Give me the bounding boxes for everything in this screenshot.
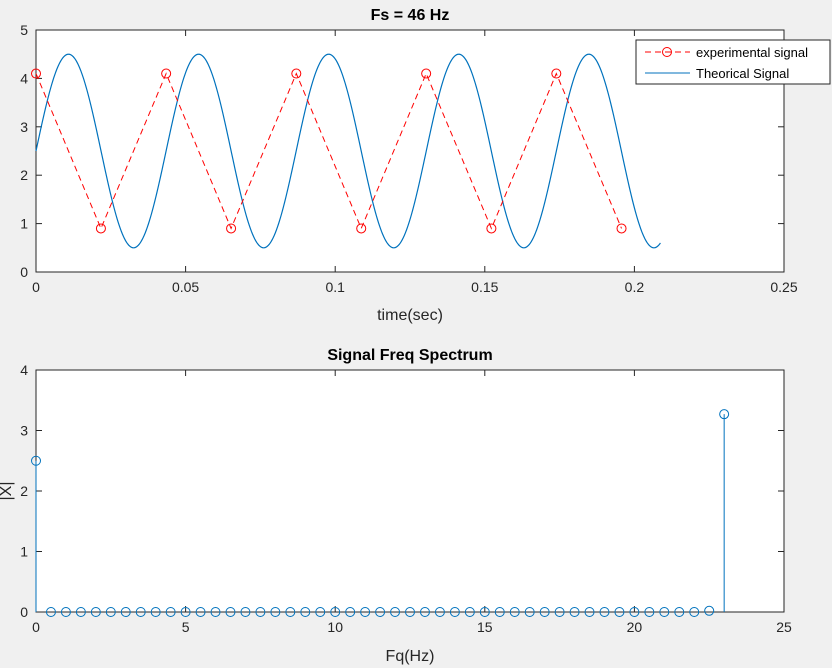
spectrum-marker bbox=[464, 607, 475, 617]
spectrum-marker bbox=[60, 607, 71, 617]
spectrum-marker bbox=[539, 607, 550, 617]
legend-theoretical-label: Theorical Signal bbox=[696, 66, 789, 81]
experimental-signal-marker bbox=[226, 223, 237, 234]
time-plot-xtick-label: 0 bbox=[32, 279, 40, 295]
spectrum-plot-ytick-label: 0 bbox=[20, 604, 28, 620]
spectrum-marker bbox=[509, 607, 520, 617]
spectrum-plot-xlabel: Fq(Hz) bbox=[386, 648, 435, 665]
time-plot-ytick-label: 1 bbox=[20, 216, 28, 232]
experimental-signal-marker bbox=[95, 223, 106, 234]
spectrum-marker bbox=[315, 607, 326, 617]
spectrum-marker bbox=[195, 607, 206, 617]
spectrum-marker bbox=[270, 607, 281, 617]
experimental-signal-marker bbox=[31, 68, 41, 79]
spectrum-marker bbox=[150, 607, 161, 617]
time-plot-xtick-label: 0.1 bbox=[325, 279, 345, 295]
time-domain-plot: Fs = 46 Hz time(sec) 0 0.05 0.1 0.15 0.2 0.25… bbox=[20, 7, 831, 324]
plot-area-spectrum bbox=[35, 369, 785, 613]
spectrum-marker bbox=[405, 607, 415, 617]
spectrum-plot-xtick-label: 0 bbox=[32, 619, 40, 635]
spectrum-marker bbox=[614, 607, 625, 617]
experimental-signal-marker bbox=[291, 68, 302, 79]
spectrum-plot-ytick-label: 1 bbox=[20, 544, 28, 560]
spectrum-marker bbox=[584, 607, 595, 617]
spectrum-plot-series bbox=[31, 409, 730, 617]
spectrum-marker bbox=[255, 607, 266, 617]
time-plot-ytick-label: 2 bbox=[20, 167, 28, 183]
spectrum-marker bbox=[704, 605, 715, 616]
spectrum-marker bbox=[449, 607, 460, 617]
spectrum-marker bbox=[659, 607, 670, 617]
spectrum-plot-ytick-label: 3 bbox=[20, 423, 28, 439]
spectrum-marker bbox=[419, 607, 430, 617]
spectrum-marker bbox=[644, 607, 655, 617]
legend-experimental-marker bbox=[662, 47, 672, 57]
spectrum-plot-title: Signal Freq Spectrum bbox=[327, 347, 492, 364]
spectrum-marker bbox=[569, 607, 580, 617]
time-plot-ytick-label: 0 bbox=[20, 264, 28, 280]
experimental-signal-marker bbox=[551, 68, 562, 79]
time-plot-xtick-label: 0.25 bbox=[770, 279, 797, 295]
spectrum-plot-ytick-label: 4 bbox=[20, 362, 28, 378]
spectrum-marker bbox=[180, 607, 191, 617]
spectrum-marker bbox=[210, 607, 221, 617]
time-plot-series bbox=[31, 53, 661, 249]
spectrum-marker bbox=[90, 607, 101, 617]
legend-experimental-label: experimental signal bbox=[696, 45, 808, 60]
time-plot-title: Fs = 46 Hz bbox=[371, 7, 450, 24]
time-plot-ytick-label: 4 bbox=[20, 70, 28, 86]
spectrum-marker bbox=[524, 607, 535, 617]
spectrum-plot-xtick-label: 15 bbox=[477, 619, 493, 635]
experimental-signal-marker bbox=[486, 223, 497, 234]
spectrum-marker bbox=[330, 607, 341, 617]
spectrum-marker bbox=[225, 607, 236, 617]
spectrum-marker bbox=[165, 607, 176, 617]
spectrum-marker bbox=[75, 607, 86, 617]
legend: experimental signal Theorical Signal bbox=[635, 39, 831, 85]
experimental-signal-marker bbox=[356, 223, 367, 234]
experimental-signal-marker bbox=[616, 223, 627, 234]
spectrum-marker bbox=[689, 607, 700, 617]
spectrum-plot-xtick-label: 25 bbox=[776, 619, 792, 635]
spectrum-plot-xtick-label: 5 bbox=[182, 619, 190, 635]
spectrum-marker bbox=[360, 607, 371, 617]
time-plot-xtick-label: 0.05 bbox=[172, 279, 199, 295]
spectrum-marker bbox=[31, 455, 41, 466]
spectrum-marker bbox=[285, 607, 296, 617]
spectrum-marker bbox=[105, 607, 116, 617]
spectrum-marker bbox=[719, 409, 730, 420]
theoretical-signal-line bbox=[35, 53, 661, 249]
spectrum-plot-ytick-label: 2 bbox=[20, 483, 28, 499]
spectrum-plot-xtick-label: 10 bbox=[327, 619, 343, 635]
experimental-signal-line bbox=[35, 72, 622, 230]
time-plot-ticks: 0 0.05 0.1 0.15 0.2 0.25 0 1 2 3 4 5 bbox=[20, 22, 798, 295]
spectrum-marker bbox=[375, 607, 386, 617]
time-plot-ytick-label: 5 bbox=[20, 22, 28, 38]
frequency-spectrum-plot: Signal Freq Spectrum Fq(Hz) |X| 0 5 10 15 20… bbox=[0, 347, 792, 665]
spectrum-plot-ylabel: |X| bbox=[0, 482, 15, 501]
spectrum-marker bbox=[300, 607, 311, 617]
spectrum-marker bbox=[390, 607, 401, 617]
experimental-signal-marker bbox=[161, 68, 172, 79]
spectrum-marker bbox=[479, 607, 490, 617]
spectrum-marker bbox=[434, 607, 445, 617]
spectrum-marker bbox=[599, 607, 610, 617]
time-plot-xtick-label: 0.15 bbox=[471, 279, 498, 295]
time-plot-ytick-label: 3 bbox=[20, 119, 28, 135]
time-plot-xtick-label: 0.2 bbox=[625, 279, 645, 295]
experimental-signal-marker bbox=[421, 68, 432, 79]
spectrum-marker bbox=[135, 607, 146, 617]
spectrum-plot-xtick-label: 20 bbox=[627, 619, 643, 635]
spectrum-marker bbox=[240, 607, 251, 617]
spectrum-marker bbox=[554, 607, 565, 617]
spectrum-marker bbox=[345, 607, 356, 617]
spectrum-marker bbox=[45, 607, 56, 617]
spectrum-marker bbox=[494, 607, 505, 617]
spectrum-marker bbox=[120, 607, 131, 617]
spectrum-plot-ticks: 0 5 10 15 20 25 0 1 2 3 4 bbox=[20, 362, 792, 635]
spectrum-marker bbox=[674, 607, 685, 617]
spectrum-marker bbox=[629, 607, 640, 617]
time-plot-xlabel: time(sec) bbox=[377, 307, 443, 324]
